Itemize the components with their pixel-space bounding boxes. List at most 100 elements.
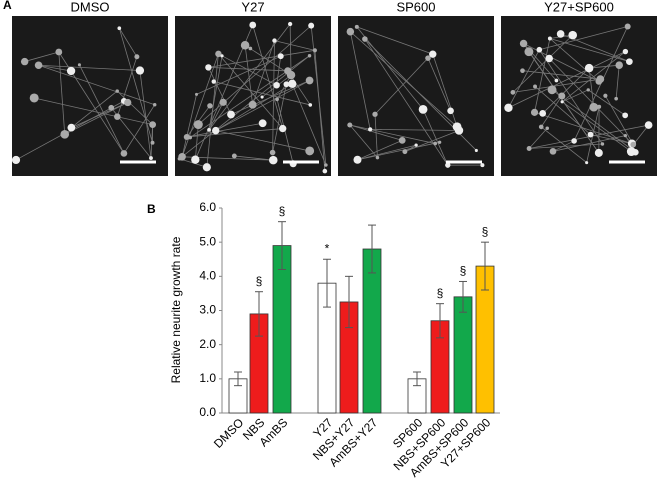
neurite [79, 64, 125, 154]
neurite [274, 40, 316, 51]
neurite [289, 23, 292, 76]
cell [212, 126, 220, 135]
neurite [538, 49, 603, 145]
cell [191, 155, 200, 164]
cell [20, 57, 29, 66]
cell [418, 105, 428, 114]
cell [530, 108, 539, 116]
neurite [181, 94, 197, 157]
cell [354, 24, 359, 29]
neurite [314, 50, 326, 172]
cell [305, 146, 315, 156]
neurite [350, 31, 458, 128]
neurite [349, 124, 378, 158]
cell [547, 36, 552, 41]
panel-letter: A [3, 0, 12, 12]
neurite [422, 109, 449, 166]
error-bar [481, 241, 489, 291]
significance-mark: § [279, 204, 286, 218]
cell [519, 39, 528, 48]
cell [249, 21, 257, 29]
cell [67, 123, 76, 132]
cell [545, 126, 549, 130]
neurite [208, 102, 224, 131]
y-tick-label: 3.0 [199, 303, 216, 317]
neurite [561, 89, 589, 103]
cell [11, 155, 21, 165]
neurite [549, 38, 600, 82]
neurite [64, 102, 128, 135]
cell [115, 89, 119, 93]
neurite [252, 40, 275, 105]
y-tick-label: 1.0 [199, 371, 216, 385]
neurite [523, 43, 600, 82]
neurite [542, 67, 590, 114]
cell [630, 141, 637, 148]
neurite [221, 55, 277, 86]
neurite [291, 83, 327, 166]
neurite [276, 56, 282, 86]
cell [560, 100, 564, 104]
neurite [508, 51, 626, 109]
cell [260, 95, 264, 99]
significance-mark: § [437, 286, 444, 300]
neurite [230, 80, 310, 115]
cell [595, 77, 603, 85]
cell [585, 161, 589, 165]
cell [644, 121, 653, 129]
neurite [427, 57, 451, 111]
neurite [548, 58, 634, 145]
cell [538, 124, 544, 130]
cell [520, 68, 525, 74]
neurite [534, 38, 551, 113]
neurite [357, 144, 417, 161]
significance-mark: § [482, 224, 489, 238]
cell [205, 64, 212, 71]
cell [287, 21, 293, 27]
cell [622, 48, 629, 55]
neurite [522, 70, 601, 80]
cell [324, 163, 328, 167]
neurite [588, 68, 595, 108]
neurite [244, 44, 292, 76]
error-bar [368, 224, 376, 274]
cell [286, 70, 296, 80]
cell [258, 119, 267, 128]
cell [447, 107, 454, 115]
cell [120, 150, 128, 157]
neurite [181, 53, 219, 157]
significance-mark: § [256, 274, 263, 288]
neurite [590, 134, 633, 145]
cell [597, 104, 602, 109]
neurite [539, 26, 628, 51]
neurite [374, 114, 378, 158]
neurite [588, 89, 626, 116]
neurite [589, 64, 620, 69]
cell [288, 79, 297, 88]
cell [195, 92, 199, 96]
cell [372, 111, 378, 117]
cell [117, 26, 122, 31]
cell [414, 143, 418, 147]
cell [549, 147, 557, 155]
cell [346, 27, 355, 36]
error-bar [323, 258, 331, 308]
cell [425, 55, 431, 61]
neurite [615, 65, 620, 99]
neurite [370, 128, 460, 131]
cell [124, 98, 132, 107]
image-label: Y27 [241, 0, 264, 14]
error-bar [436, 303, 444, 339]
neurite [276, 74, 292, 100]
neurite [116, 56, 138, 117]
neurite [186, 128, 283, 138]
neurite [213, 81, 311, 106]
neurite [252, 24, 284, 129]
cell [322, 168, 328, 174]
neurite [38, 64, 140, 71]
cell [231, 153, 237, 159]
cell [474, 148, 478, 152]
neurite [276, 99, 294, 164]
cell [307, 54, 312, 58]
cell [277, 53, 284, 60]
